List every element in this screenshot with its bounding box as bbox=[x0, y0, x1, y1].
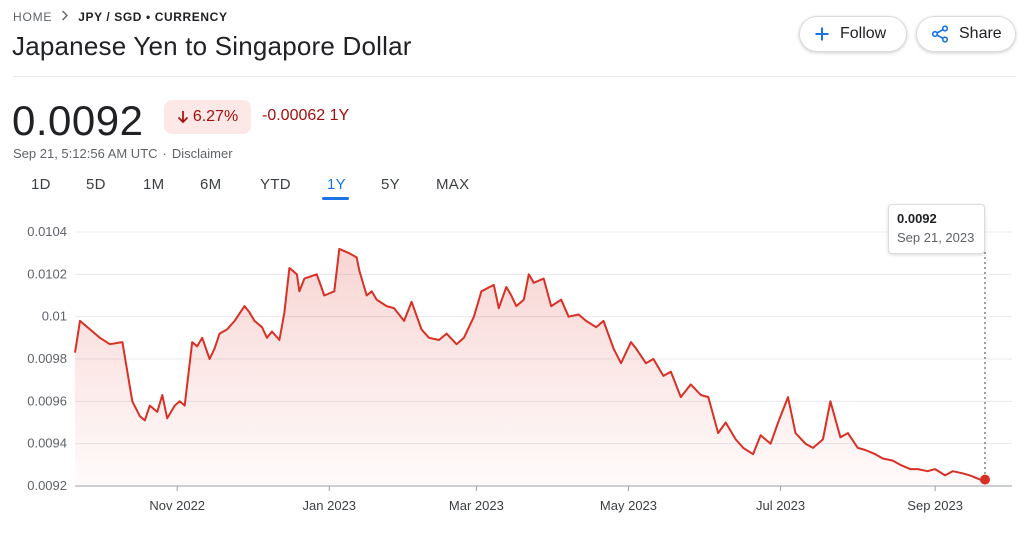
last-point-marker bbox=[980, 474, 990, 485]
header-divider bbox=[13, 76, 1016, 77]
x-tick-label: Mar 2023 bbox=[449, 498, 504, 513]
follow-label: Follow bbox=[840, 25, 887, 42]
disclaimer-link[interactable]: Disclaimer bbox=[171, 146, 233, 161]
price-chart-svg: 0.0104 0.0102 0.01 0.0098 0.0096 0.0094 0.0092… bbox=[27, 224, 1012, 513]
x-tick-label: Jul 2023 bbox=[756, 498, 805, 513]
x-tick-label: May 2023 bbox=[600, 498, 657, 513]
page-title: Japanese Yen to Singapore Dollar bbox=[12, 31, 412, 61]
arrow-down-icon bbox=[177, 110, 189, 124]
x-tick-label: Sep 2023 bbox=[907, 498, 963, 513]
series-line bbox=[74, 247, 985, 481]
share-button[interactable]: Share bbox=[916, 16, 1016, 52]
price-chart[interactable]: 0.0104 0.0102 0.01 0.0098 0.0096 0.0094 0.0092… bbox=[0, 200, 1024, 533]
range-tabs: 1D 5D 1M 6M YTD 1Y 5Y MAX bbox=[0, 176, 500, 200]
y-tick-label: 0.0102 bbox=[27, 266, 67, 281]
y-tick-label: 0.0096 bbox=[27, 393, 67, 408]
change-percent-badge: 6.27% bbox=[164, 100, 251, 134]
quote-timestamp: Sep 21, 5:12:56 AM UTC bbox=[13, 146, 158, 161]
change-percent: 6.27% bbox=[192, 108, 239, 125]
tab-max[interactable]: MAX bbox=[436, 176, 470, 193]
breadcrumb: HOME JPY / SGD • CURRENCY bbox=[13, 9, 228, 24]
tab-ytd[interactable]: YTD bbox=[260, 176, 291, 193]
share-icon bbox=[931, 25, 949, 43]
y-tick-label: 0.0104 bbox=[27, 224, 67, 239]
y-tick-label: 0.0098 bbox=[27, 351, 67, 366]
quote-timestamp-row: Sep 21, 5:12:56 AM UTC · Disclaimer bbox=[13, 146, 233, 161]
series-area bbox=[75, 248, 985, 486]
x-tick-label: Nov 2022 bbox=[149, 498, 205, 513]
breadcrumb-pair: JPY / SGD • CURRENCY bbox=[78, 9, 228, 24]
tab-5d[interactable]: 5D bbox=[86, 176, 106, 193]
share-label: Share bbox=[959, 25, 1002, 42]
active-tab-indicator bbox=[322, 197, 349, 200]
tab-1d[interactable]: 1D bbox=[31, 176, 51, 193]
change-absolute: -0.00062 1Y bbox=[262, 107, 350, 124]
x-tick-label: Jan 2023 bbox=[303, 498, 357, 513]
current-price: 0.0092 bbox=[12, 97, 144, 144]
tab-1y[interactable]: 1Y bbox=[327, 176, 346, 193]
y-tick-label: 0.01 bbox=[42, 309, 67, 324]
tab-1m[interactable]: 1M bbox=[143, 176, 165, 193]
y-tick-label: 0.0094 bbox=[27, 436, 67, 451]
tab-5y[interactable]: 5Y bbox=[381, 176, 400, 193]
chevron-right-icon bbox=[61, 9, 69, 24]
y-tick-label: 0.0092 bbox=[27, 478, 67, 493]
plus-icon bbox=[814, 26, 830, 42]
chart-tooltip: 0.0092 Sep 21, 2023 bbox=[888, 204, 985, 254]
follow-button[interactable]: Follow bbox=[799, 16, 907, 52]
tab-6m[interactable]: 6M bbox=[200, 176, 222, 193]
tooltip-value: 0.0092 bbox=[897, 211, 937, 226]
breadcrumb-home[interactable]: HOME bbox=[13, 9, 53, 24]
tooltip-date: Sep 21, 2023 bbox=[897, 230, 975, 245]
separator-dot: · bbox=[162, 146, 167, 161]
